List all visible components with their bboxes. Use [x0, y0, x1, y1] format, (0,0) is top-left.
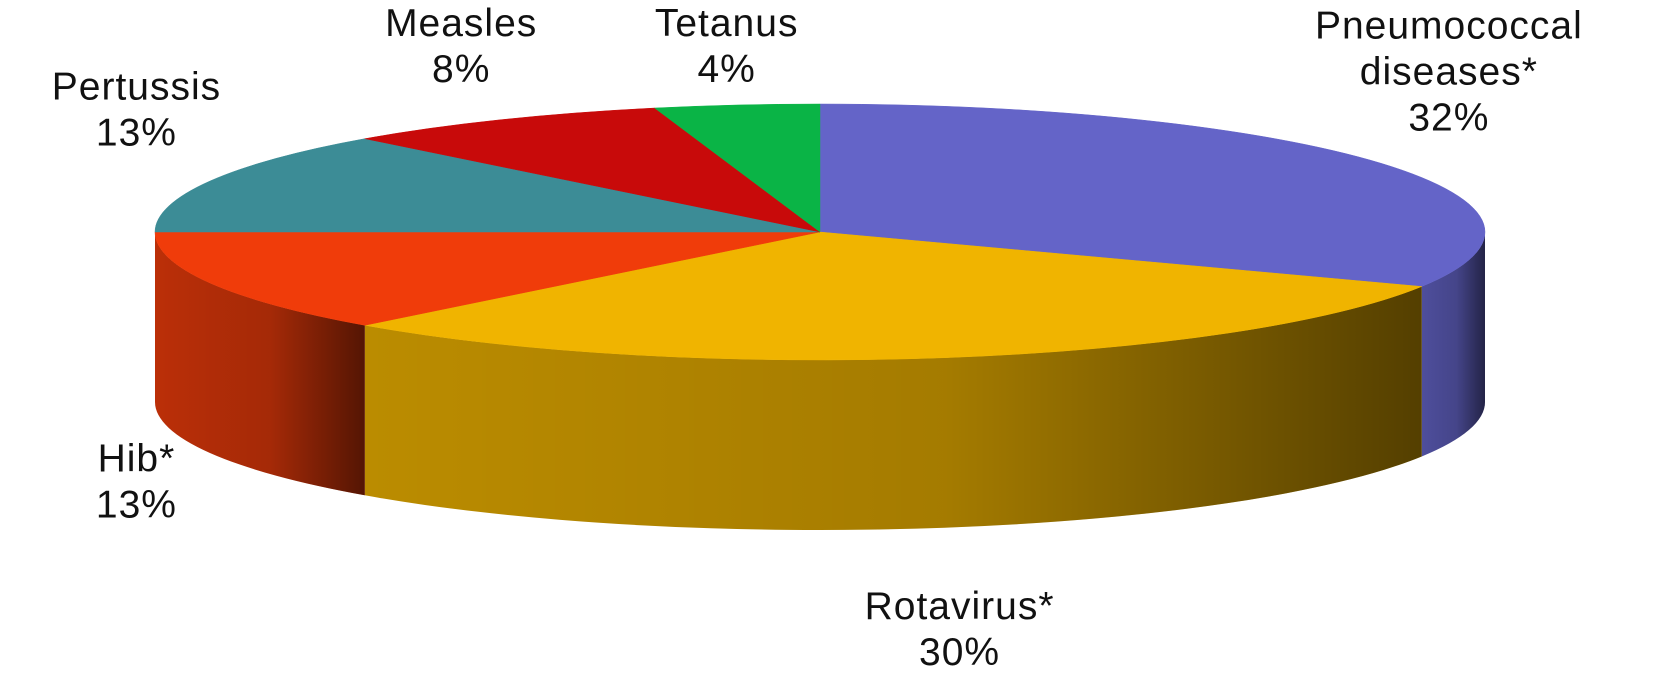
slice-value-rotavirus: 30% — [919, 631, 1000, 674]
slice-label-rotavirus: Rotavirus* 30% — [865, 585, 1055, 674]
slice-value-pertussis: 13% — [96, 112, 177, 155]
pie-side-walls — [155, 232, 1485, 530]
pie-slice-pneumococcal-diseases — [819, 103, 1486, 287]
slice-name-measles: Measles — [385, 2, 537, 45]
slice-value-pneumococcal-diseases: 32% — [1408, 97, 1489, 140]
pie-slice-tetanus — [653, 103, 821, 233]
pie-slice-hib — [154, 231, 821, 326]
slice-label-pertussis: Pertussis 13% — [52, 66, 221, 155]
pie-slice-labels: Pneumococcal diseases* 32% Rotavirus* 30% Hib… — [52, 2, 1583, 674]
slice-name-rotavirus: Rotavirus* — [865, 585, 1055, 628]
slice-label-hib: Hib* 13% — [96, 437, 177, 526]
slice-value-hib: 13% — [96, 483, 177, 526]
slice-name-tetanus: Tetanus — [655, 2, 799, 45]
slice-label-tetanus: Tetanus 4% — [655, 2, 799, 91]
slice-label-pneumococcal-diseases: Pneumococcal diseases* 32% — [1315, 5, 1583, 140]
slice-name-pneumococcal-diseases: Pneumococcal — [1315, 5, 1583, 48]
slice-name-pneumococcal-diseases: diseases* — [1360, 51, 1538, 94]
slice-value-tetanus: 4% — [697, 48, 755, 91]
pie-slice-rotavirus — [364, 231, 1422, 361]
slice-name-pertussis: Pertussis — [52, 66, 221, 109]
pie-side-shade-hib — [155, 232, 365, 496]
slice-label-measles: Measles 8% — [385, 2, 537, 91]
slice-name-hib: Hib* — [98, 437, 176, 480]
pie-slice-pertussis — [154, 138, 821, 233]
pie-side-shade-rotavirus — [364, 286, 1422, 530]
pie-side-shade-pneumococcal-diseases — [1421, 232, 1485, 457]
slice-value-measles: 8% — [432, 48, 490, 91]
pie-slice-measles — [364, 107, 821, 233]
pie-top-faces — [154, 103, 1486, 361]
